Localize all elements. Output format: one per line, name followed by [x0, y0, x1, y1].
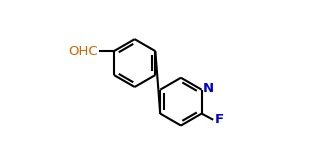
Text: N: N — [203, 82, 214, 95]
Text: F: F — [214, 113, 223, 126]
Text: OHC: OHC — [68, 45, 98, 58]
